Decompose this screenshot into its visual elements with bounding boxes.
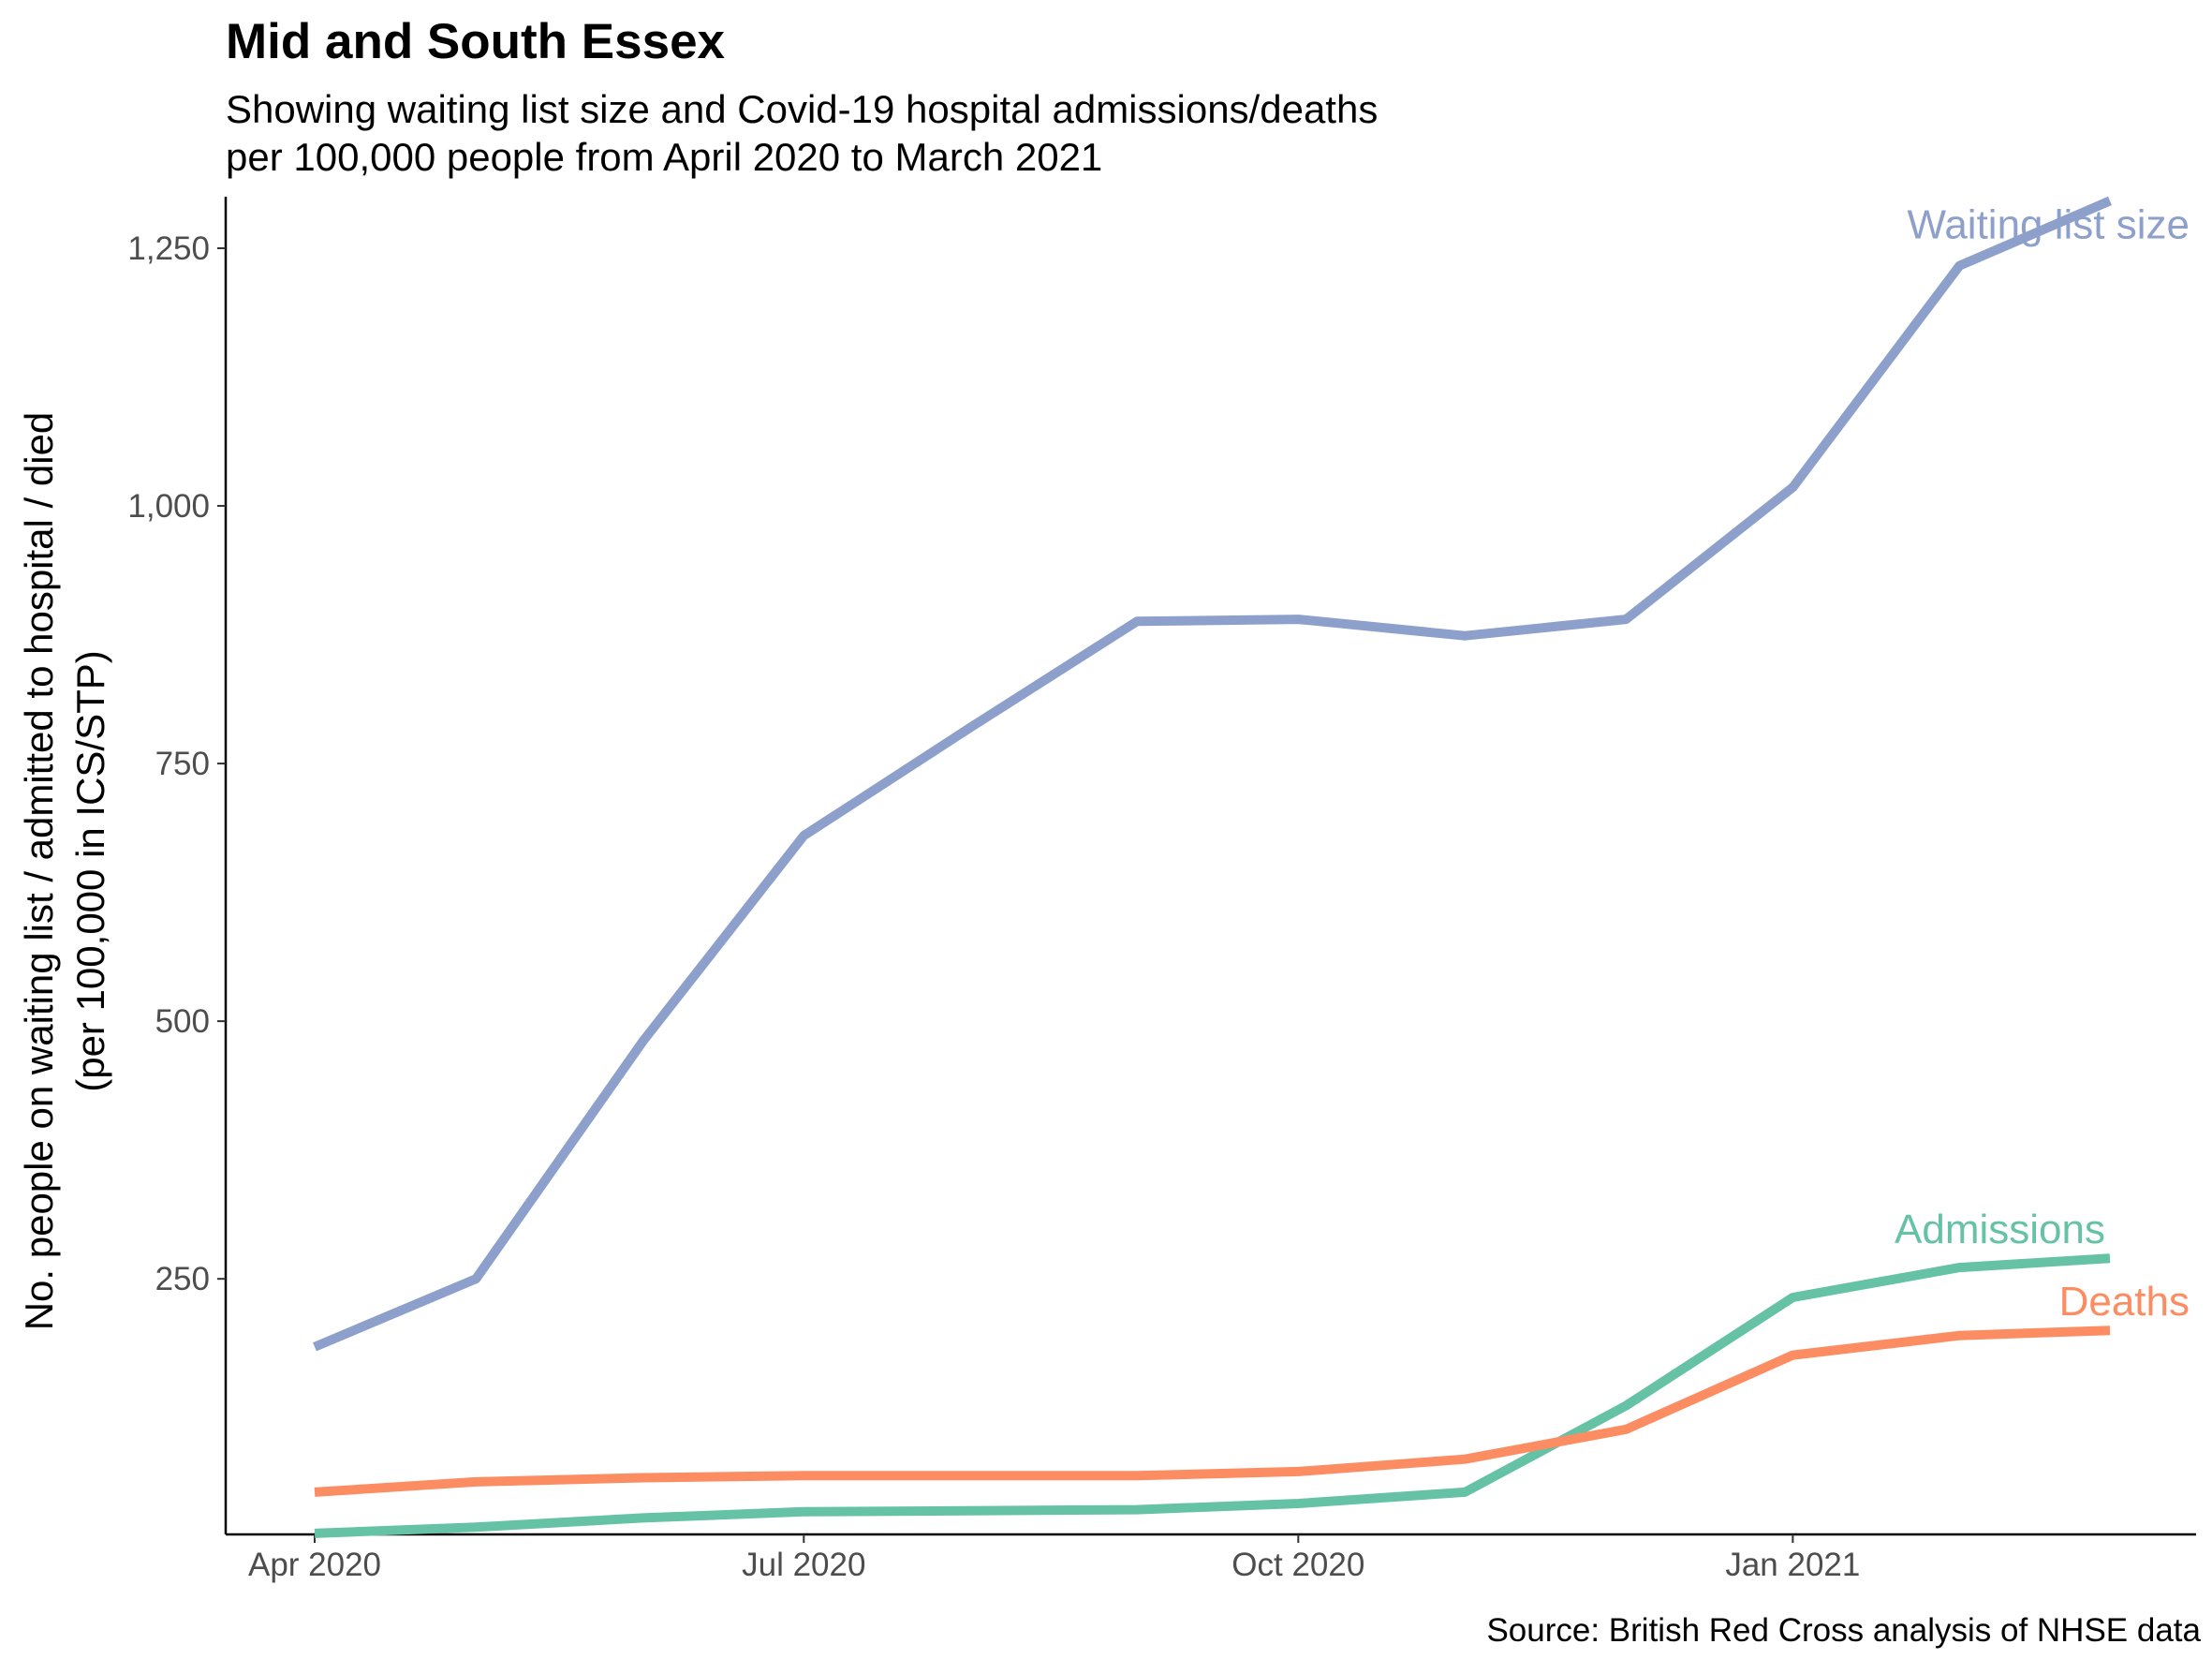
series-line-admissions [314,1253,2111,1538]
series-label-admissions: Admissions [1895,1207,2105,1252]
series-line-deaths [314,1326,2111,1497]
series-label-deaths: Deaths [2059,1279,2190,1325]
series-line-waiting-list-size [313,196,2112,1352]
y-tick-label: 750 [155,746,210,782]
x-tick-label: Jul 2020 [742,1547,865,1583]
x-tick-label: Oct 2020 [1231,1547,1364,1583]
y-axis-title-line-2: (per 100,000 in ICS/STP) [68,650,112,1092]
y-tick-label: 1,250 [127,230,210,267]
series-label-waiting-list-size: Waiting list size [1907,201,2190,247]
chart-title: Mid and South Essex [226,14,726,69]
y-tick-label: 250 [155,1261,210,1297]
x-tick-label: Jan 2021 [1725,1547,1860,1583]
source-caption: Source: British Red Cross analysis of NH… [1486,1612,2201,1649]
y-axis-title-line-1: No. people on waiting list / admitted to… [17,412,61,1331]
chart-subtitle-line-1: Showing waiting list size and Covid-19 h… [226,87,1378,131]
plot-area: 250 500 750 1,000 1,250 Apr 2020 Jul 2020 Oct 2… [127,196,2196,1583]
chart-subtitle-line-2: per 100,000 people from April 2020 to Ma… [226,135,1102,179]
x-tick-label: Apr 2020 [248,1547,381,1583]
y-tick-label: 500 [155,1003,210,1040]
y-tick-label: 1,000 [127,488,210,525]
